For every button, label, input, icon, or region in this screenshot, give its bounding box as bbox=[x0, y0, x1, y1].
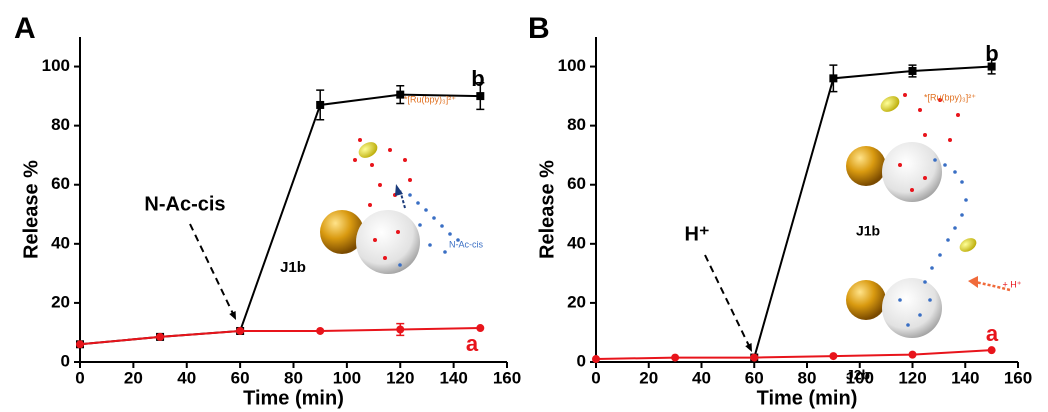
annotation: J1b bbox=[856, 223, 880, 239]
x-tick-label: 20 bbox=[124, 368, 143, 387]
illustration-b bbox=[846, 93, 1011, 338]
annotation: J1b bbox=[280, 259, 306, 276]
x-tick-label: 100 bbox=[333, 368, 361, 387]
x-tick-label: 20 bbox=[639, 368, 658, 387]
x-tick-label: 80 bbox=[798, 368, 817, 387]
point bbox=[396, 90, 405, 99]
point bbox=[76, 340, 84, 349]
annotation: N-Ac-cis bbox=[144, 193, 225, 215]
point bbox=[316, 100, 325, 109]
x-tick-label: 80 bbox=[284, 368, 303, 387]
point bbox=[829, 352, 838, 361]
series-line bbox=[79, 327, 481, 346]
y-tick-label: 60 bbox=[51, 174, 70, 193]
point bbox=[236, 326, 245, 335]
x-tick-label: 40 bbox=[692, 368, 711, 387]
annotation: N-Ac-cis bbox=[449, 239, 483, 249]
x-tick-label: 160 bbox=[493, 368, 521, 387]
panel-letter: B bbox=[528, 12, 550, 45]
x-tick-label: 160 bbox=[1004, 368, 1032, 387]
series-line bbox=[595, 349, 992, 361]
series-line bbox=[753, 65, 992, 358]
annotation-arrow bbox=[704, 254, 753, 353]
y-tick-label: 0 bbox=[61, 351, 70, 370]
y-tick-label: 20 bbox=[567, 292, 586, 311]
annotation: *[Ru(bpy)₃]²⁺ bbox=[404, 94, 456, 104]
x-tick-label: 120 bbox=[386, 368, 414, 387]
annotation: J2b bbox=[846, 367, 870, 383]
point bbox=[316, 326, 325, 335]
x-tick-label: 140 bbox=[951, 368, 979, 387]
series-label: b bbox=[471, 66, 484, 91]
x-axis-label: Time (min) bbox=[243, 387, 344, 409]
x-tick-label: 0 bbox=[75, 368, 84, 387]
y-tick-label: 100 bbox=[42, 56, 70, 75]
x-axis-label: Time (min) bbox=[757, 387, 858, 409]
panel-letter: A bbox=[14, 12, 36, 45]
point bbox=[908, 350, 917, 359]
arrow-head bbox=[745, 343, 752, 352]
y-tick-label: 0 bbox=[577, 351, 586, 370]
point bbox=[476, 92, 485, 101]
point bbox=[829, 74, 838, 83]
annotation: H⁺ bbox=[685, 223, 710, 245]
illustration-a bbox=[320, 138, 460, 274]
y-tick-label: 40 bbox=[51, 233, 70, 252]
x-tick-label: 0 bbox=[591, 368, 600, 387]
x-tick-label: 100 bbox=[846, 368, 874, 387]
annotation: *[Ru(bpy)₃]²⁺ bbox=[924, 92, 976, 102]
x-tick-label: 60 bbox=[231, 368, 250, 387]
arrow-head bbox=[229, 311, 236, 320]
series-label: b bbox=[985, 41, 998, 66]
annotation-arrow bbox=[189, 223, 237, 321]
series-line bbox=[79, 93, 481, 346]
x-tick-label: 40 bbox=[177, 368, 196, 387]
annotation: + H⁺ bbox=[1002, 279, 1021, 289]
point bbox=[750, 353, 759, 362]
point bbox=[156, 332, 165, 341]
point bbox=[987, 62, 996, 71]
series-label: a bbox=[466, 331, 479, 356]
point bbox=[671, 353, 680, 362]
x-tick-label: 60 bbox=[745, 368, 764, 387]
y-tick-label: 60 bbox=[567, 174, 586, 193]
y-tick-label: 80 bbox=[51, 115, 70, 134]
y-tick-label: 40 bbox=[567, 233, 586, 252]
y-tick-label: 100 bbox=[558, 56, 586, 75]
x-tick-label: 120 bbox=[898, 368, 926, 387]
x-tick-label: 140 bbox=[439, 368, 467, 387]
y-axis-label: Release % bbox=[20, 160, 42, 259]
point bbox=[987, 346, 996, 355]
point bbox=[396, 325, 405, 334]
y-tick-label: 20 bbox=[51, 292, 70, 311]
point bbox=[476, 324, 485, 333]
y-tick-label: 80 bbox=[567, 115, 586, 134]
point bbox=[592, 355, 600, 364]
y-axis-label: Release % bbox=[536, 160, 558, 259]
point bbox=[908, 66, 917, 75]
series-label: a bbox=[986, 321, 999, 346]
